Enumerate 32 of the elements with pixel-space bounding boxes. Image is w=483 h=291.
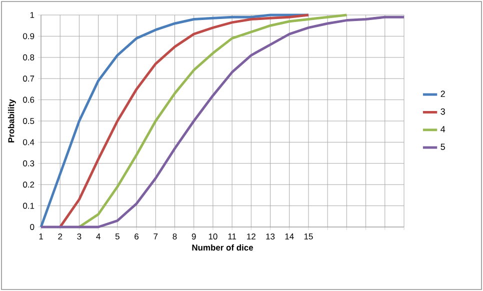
legend-label: 3 xyxy=(440,108,445,115)
x-tick-label: 7 xyxy=(154,234,158,240)
x-tick-label: 1 xyxy=(39,234,43,240)
y-axis-title: Probability xyxy=(8,99,16,142)
legend-label: 4 xyxy=(440,126,446,132)
x-tick-label: 11 xyxy=(228,234,236,240)
y-tick-label: 0.6 xyxy=(23,96,34,103)
x-tick-label: 12 xyxy=(247,234,256,240)
x-tick-label: 4 xyxy=(96,234,100,240)
y-tick-label: 0.2 xyxy=(23,182,34,188)
x-tick-label: 10 xyxy=(208,234,218,240)
y-tick-label: 0.1 xyxy=(23,202,34,209)
y-tick-label: 0.8 xyxy=(23,54,34,60)
y-tick-label: 0.3 xyxy=(23,160,34,166)
x-tick-label: 8 xyxy=(172,234,177,240)
x-tick-label: 14 xyxy=(285,234,294,240)
x-tick-label: 9 xyxy=(192,234,196,240)
x-tick-label: 15 xyxy=(304,234,313,240)
legend-label: 2 xyxy=(440,90,445,97)
x-tick-label: 13 xyxy=(266,234,275,240)
x-tick-label: 3 xyxy=(77,234,82,240)
legend-label: 5 xyxy=(440,144,445,150)
x-tick-label: 6 xyxy=(134,234,139,240)
y-tick-label: 0 xyxy=(30,224,34,230)
x-axis-title: Number of dice xyxy=(192,244,254,251)
y-tick-label: 0.9 xyxy=(23,33,34,40)
y-tick-label: 0.4 xyxy=(23,139,34,146)
y-tick-label: 0.5 xyxy=(23,118,34,124)
x-tick-label: 5 xyxy=(115,234,120,240)
x-tick-label: 2 xyxy=(58,234,62,240)
y-tick-label: 0.7 xyxy=(23,76,34,82)
y-tick-label: 1 xyxy=(30,12,34,18)
